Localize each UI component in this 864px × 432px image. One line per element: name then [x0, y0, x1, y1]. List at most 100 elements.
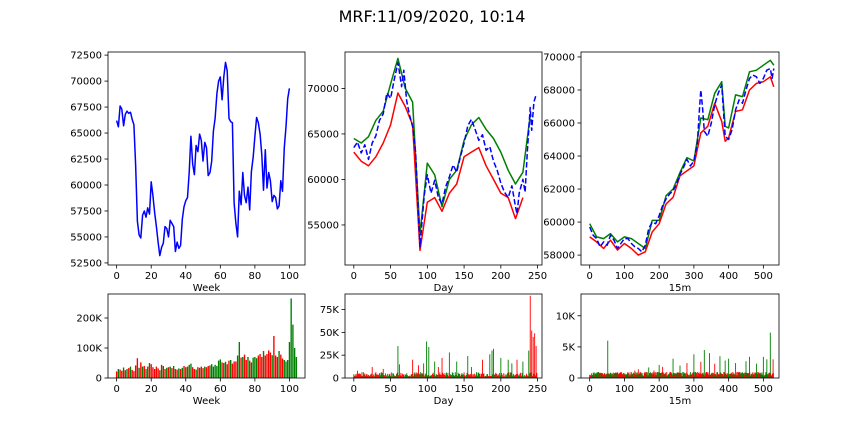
- day-volume-bar: [356, 373, 358, 378]
- day-volume-bar: [409, 375, 411, 378]
- day-volume-bar: [405, 374, 407, 378]
- day-volume-xtick-label: 250: [528, 384, 547, 395]
- week-volume-bar: [155, 366, 158, 378]
- day-volume-bar: [528, 350, 530, 378]
- week-price-ytick-label: 62500: [70, 155, 102, 166]
- day-volume-bar: [354, 375, 356, 378]
- week-volume-bar: [243, 354, 246, 378]
- day-volume-bar: [487, 376, 489, 378]
- m15-volume-bar: [760, 373, 762, 378]
- day-volume-bar: [374, 373, 376, 378]
- day-volume-bar: [446, 374, 448, 378]
- m15-volume-bar: [695, 372, 697, 378]
- week-volume-bar: [288, 342, 291, 378]
- week-price-xtick-label: 100: [280, 271, 299, 282]
- week-volume-bar: [119, 369, 121, 378]
- day-volume-bar: [376, 374, 378, 378]
- day-volume-bar: [522, 361, 524, 378]
- week-volume-bar: [200, 366, 202, 378]
- m15-volume-bar: [660, 372, 662, 378]
- day-volume-bar: [448, 352, 450, 378]
- week-volume-bar: [143, 366, 145, 378]
- week-volume-bar: [128, 368, 130, 378]
- week-volume-bar: [274, 355, 277, 378]
- week-volume-bar: [266, 354, 268, 378]
- day-volume-bar: [378, 375, 380, 378]
- day-volume-bar: [530, 372, 532, 378]
- m15-volume-bar: [712, 372, 714, 378]
- day-volume-bar: [493, 374, 495, 378]
- m15-volume-bar: [737, 372, 739, 378]
- day-volume-bar: [429, 376, 430, 378]
- week-volume-bar: [160, 364, 163, 378]
- day-volume-bar: [376, 374, 378, 378]
- day-volume-xtick-label: 0: [351, 384, 357, 395]
- day-volume-bar: [499, 375, 501, 378]
- week-volume-bar: [124, 370, 126, 378]
- week-price-ytick-label: 55000: [70, 232, 102, 243]
- week-volume-bar: [295, 357, 298, 378]
- week-price-panel: 0 20 40 60 80 100 52500 55000 57500 60000 62500 650…: [70, 51, 306, 294]
- day-volume-bar: [507, 373, 508, 378]
- day-volume-bar: [476, 372, 478, 378]
- week-volume-bar: [178, 368, 180, 378]
- day-volume-bar: [355, 376, 357, 378]
- day-volume-bar: [488, 376, 490, 378]
- m15-volume-bar: [707, 372, 709, 378]
- day-volume-bar: [504, 374, 506, 378]
- day-volume-bar: [452, 372, 454, 378]
- day-volume-bar: [440, 374, 442, 378]
- m15-price-ytick-label: 62000: [543, 185, 575, 196]
- day-price-xtick-label: 100: [418, 271, 437, 282]
- m15-volume-bar: [772, 359, 774, 378]
- day-volume-bar: [407, 375, 408, 378]
- week-volume-bar: [214, 364, 216, 378]
- day-volume-bar: [505, 376, 507, 378]
- m15-volume-bar: [749, 372, 751, 378]
- day-volume-bar: [518, 375, 519, 378]
- week-volume-bar: [268, 350, 270, 378]
- week-volume-bar: [202, 368, 204, 378]
- m15-volume-bar: [686, 363, 688, 378]
- day-volume-bar: [377, 374, 379, 378]
- day-volume-bar: [384, 373, 386, 378]
- day-volume-bar: [468, 374, 470, 378]
- m15-volume-bar: [632, 373, 634, 378]
- day-volume-bar: [487, 374, 489, 378]
- week-volume-bar: [205, 367, 208, 378]
- day-volume-bar: [476, 375, 478, 378]
- day-volume-bar: [437, 374, 439, 378]
- day-volume-bar: [451, 375, 453, 378]
- day-volume-bar: [471, 374, 473, 378]
- m15-volume-bar: [769, 332, 771, 378]
- day-volume-bar: [395, 376, 397, 378]
- week-volume-bar: [162, 366, 164, 378]
- m15-volume-bar: [745, 361, 747, 378]
- day-volume-bar: [408, 376, 410, 378]
- week-price-xtick-label: 80: [249, 271, 262, 282]
- week-price-xtick-label: 0: [113, 271, 119, 282]
- m15-volume-bar: [600, 372, 601, 378]
- day-volume-xtick-label: 200: [491, 384, 510, 395]
- day-volume-bar: [482, 359, 483, 378]
- week-volume-bar: [133, 371, 135, 378]
- day-volume-bar: [392, 373, 394, 378]
- day-volume-bar: [444, 373, 446, 378]
- week-volume-bar: [126, 369, 128, 378]
- week-volume-ytick-label: 200K: [76, 314, 102, 325]
- day-volume-bar: [440, 374, 442, 378]
- week-volume-bar: [145, 369, 147, 378]
- week-volume-bar: [264, 355, 266, 378]
- m15-volume-xtick-label: 200: [650, 384, 669, 395]
- day-volume-bar: [496, 374, 498, 378]
- week-volume-bar: [157, 368, 159, 378]
- week-volume-xtick-label: 100: [280, 384, 299, 395]
- day-price-plot-area: [353, 57, 537, 252]
- week-volume-plot-area: [115, 298, 298, 378]
- day-volume-bar: [459, 376, 461, 378]
- m15-volume-bar: [735, 363, 737, 378]
- day-volume-bar: [363, 374, 365, 378]
- m15-price-xtick-label: 0: [586, 271, 592, 282]
- day-volume-bar: [383, 375, 385, 378]
- day-volume-bar: [407, 376, 409, 378]
